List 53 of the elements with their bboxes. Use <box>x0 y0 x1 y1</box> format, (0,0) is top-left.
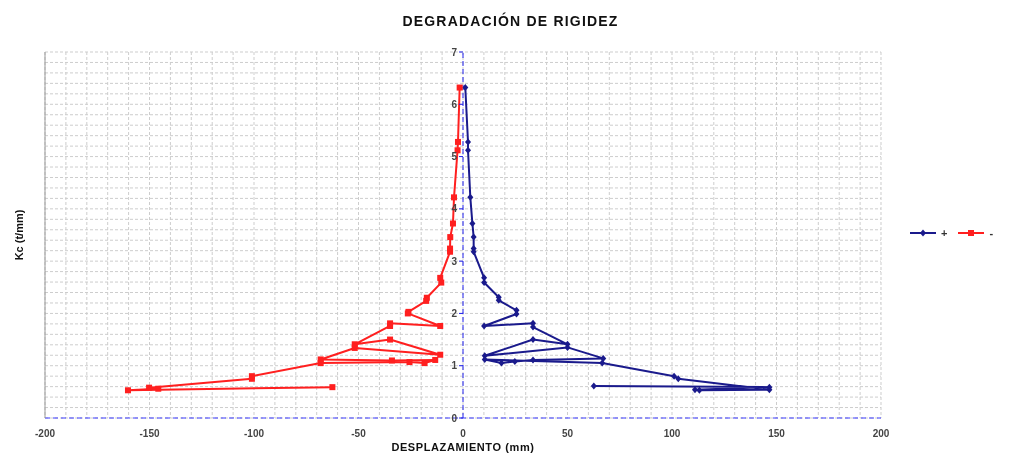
point <box>451 194 458 201</box>
point <box>387 336 394 343</box>
point <box>590 382 597 390</box>
point <box>432 356 439 363</box>
point <box>437 322 444 329</box>
point <box>155 385 162 392</box>
point <box>437 351 444 358</box>
y-tick-label: 1 <box>451 360 458 372</box>
point <box>456 84 463 91</box>
point <box>469 220 476 227</box>
point <box>467 193 474 201</box>
x-tick-label: 100 <box>663 428 681 440</box>
legend-label: - <box>989 227 994 239</box>
y-tick-label: 5 <box>451 151 458 163</box>
point <box>146 384 153 391</box>
x-tick-label: -100 <box>243 428 265 440</box>
x-tick-label: 200 <box>872 428 890 440</box>
point <box>449 220 456 227</box>
x-tick-label: 0 <box>460 428 467 440</box>
point <box>462 84 469 92</box>
x-axis-title: DESPLAZAMIENTO (mm) <box>390 441 536 453</box>
point <box>124 387 131 394</box>
y-tick-label: 2 <box>451 307 458 319</box>
point <box>454 138 461 145</box>
x-tick-label: 150 <box>768 428 786 440</box>
point <box>329 384 336 391</box>
x-tick-label: -150 <box>139 428 160 440</box>
point <box>388 357 395 364</box>
point <box>481 322 488 330</box>
y-axis-title: Kc (t/mm) <box>13 209 25 261</box>
point <box>600 354 607 362</box>
point <box>465 138 472 146</box>
point <box>675 375 682 383</box>
point <box>671 372 678 380</box>
y-tick-label: 0 <box>451 412 458 424</box>
chart-title: DEGRADACIÓN DE RIGIDEZ <box>401 13 620 29</box>
y-tick-label: 3 <box>451 255 458 267</box>
point <box>481 279 488 287</box>
y-tick-label: 6 <box>451 98 458 110</box>
point <box>317 360 324 367</box>
point <box>511 358 518 366</box>
legend-label: + <box>941 227 948 239</box>
x-tick-label: -50 <box>351 428 367 440</box>
point <box>691 386 698 394</box>
point <box>438 279 445 286</box>
point <box>421 360 428 367</box>
x-tick-label: 50 <box>561 428 574 440</box>
point <box>470 233 477 241</box>
point <box>599 359 606 367</box>
x-tick-label: -200 <box>34 428 56 440</box>
point <box>447 234 454 241</box>
point <box>406 359 413 366</box>
y-tick-label: 7 <box>451 46 458 58</box>
